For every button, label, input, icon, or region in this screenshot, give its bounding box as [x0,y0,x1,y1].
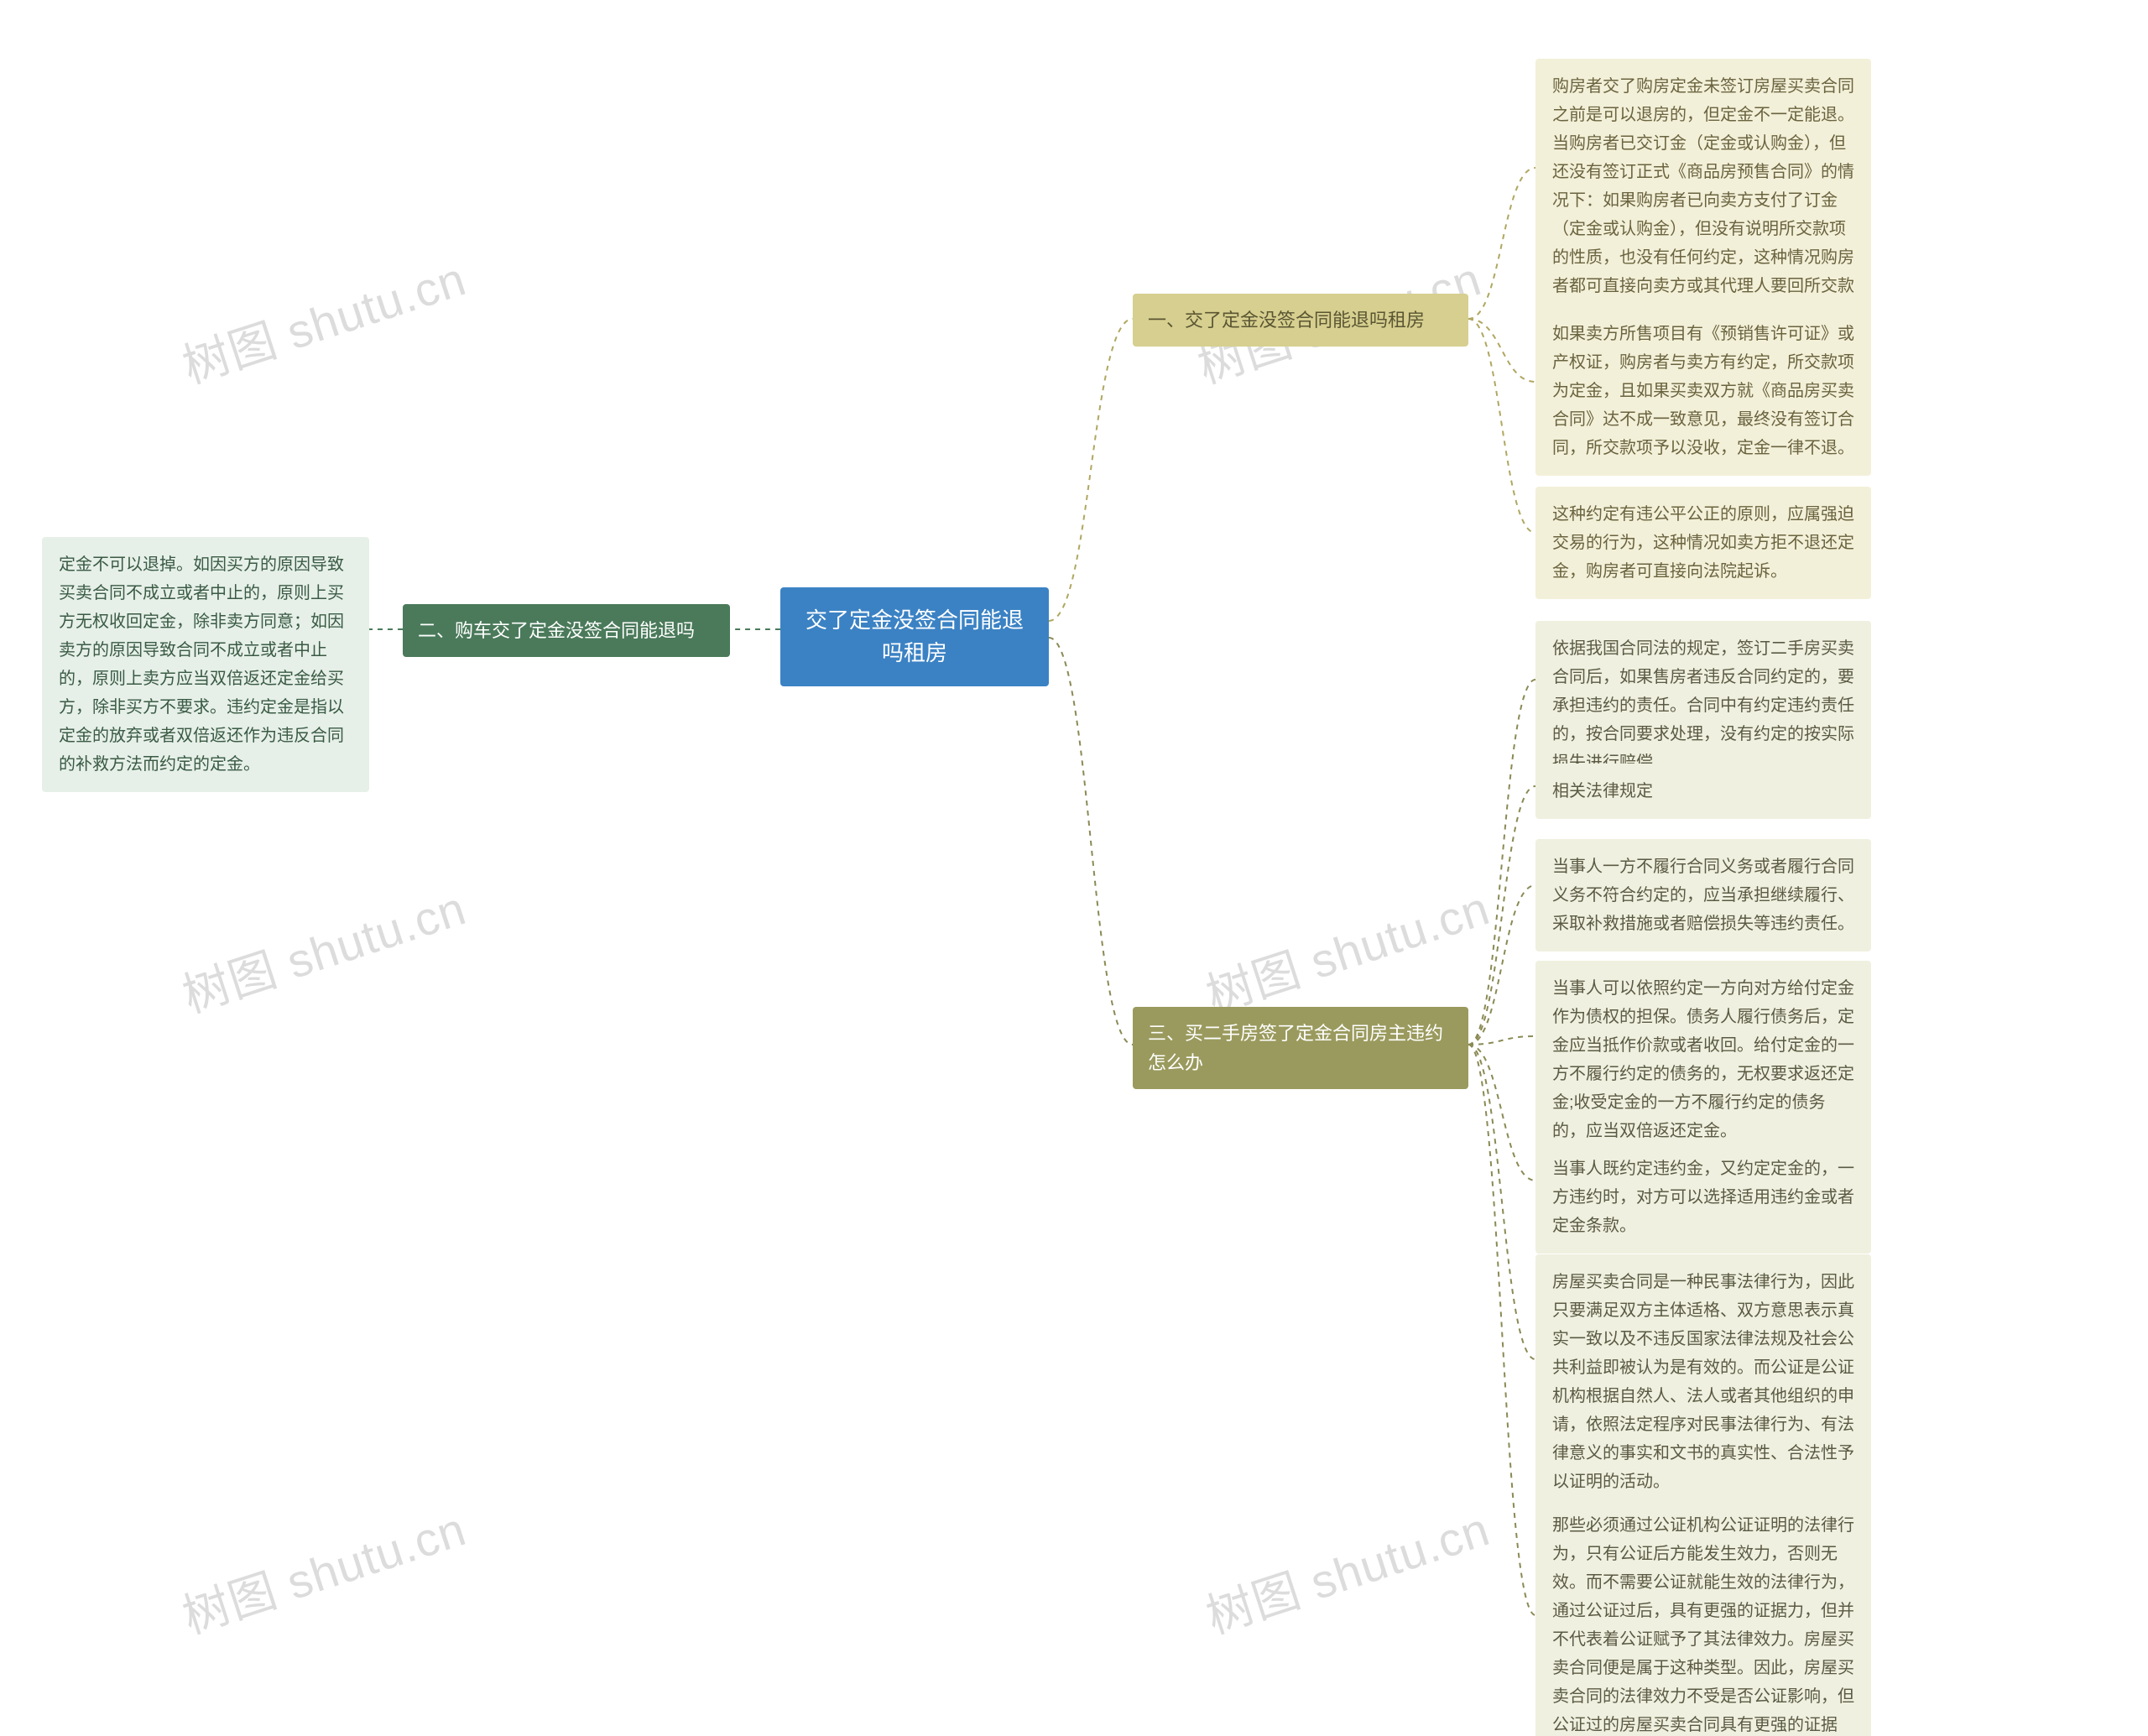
mindmap-canvas: { "canvas": { "width": 2560, "height": 2… [0,0,2148,1736]
branch-3-leaf-5[interactable]: 房屋买卖合同是一种民事法律行为，因此只要满足双方主体适格、双方意思表示真实一致以… [1535,1254,1871,1509]
root-node[interactable]: 交了定金没签合同能退吗租房 [780,587,1049,686]
branch-3-leaf-1[interactable]: 相关法律规定 [1535,764,1871,819]
watermark: 树图 shutu.cn [173,242,473,397]
branch-3-leaf-4[interactable]: 当事人既约定违约金，又约定定金的，一方违约时，对方可以选择适用违约金或者定金条款… [1535,1141,1871,1254]
branch-3-leaf-3[interactable]: 当事人可以依照约定一方向对方给付定金作为债权的担保。债务人履行债务后，定金应当抵… [1535,961,1871,1159]
branch-1-leaf-0[interactable]: 购房者交了购房定金未签订房屋买卖合同之前是可以退房的，但定金不一定能退。当购房者… [1535,59,1871,342]
branch-3[interactable]: 三、买二手房签了定金合同房主违约怎么办 [1133,1007,1468,1089]
watermark: 树图 shutu.cn [1197,871,1497,1026]
branch-3-leaf-6[interactable]: 那些必须通过公证机构公证证明的法律行为，只有公证后方能发生效力，否则无效。而不需… [1535,1498,1871,1736]
branch-1-leaf-2[interactable]: 这种约定有违公平公正的原则，应属强迫交易的行为，这种情况如卖方拒不退还定金，购房… [1535,487,1871,599]
branch-2[interactable]: 二、购车交了定金没签合同能退吗 [403,604,730,657]
watermark: 树图 shutu.cn [173,1492,473,1647]
watermark: 树图 shutu.cn [1197,1492,1497,1647]
watermark: 树图 shutu.cn [173,871,473,1026]
branch-3-leaf-2[interactable]: 当事人一方不履行合同义务或者履行合同义务不符合约定的，应当承担继续履行、采取补救… [1535,839,1871,951]
branch-2-leaf[interactable]: 定金不可以退掉。如因买方的原因导致买卖合同不成立或者中止的，原则上买方无权收回定… [42,537,369,792]
branch-1-leaf-1[interactable]: 如果卖方所售项目有《预销售许可证》或产权证，购房者与卖方有约定，所交款项为定金，… [1535,306,1871,476]
branch-1[interactable]: 一、交了定金没签合同能退吗租房 [1133,294,1468,347]
